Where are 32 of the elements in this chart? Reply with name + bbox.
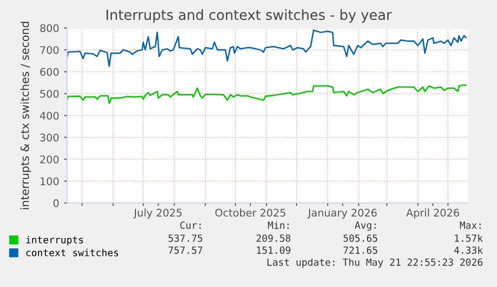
text: 721.65 <box>344 246 378 254</box>
text: 1.57k <box>454 234 483 242</box>
y-axis-title: interrupts & ctx switches / second <box>20 22 32 210</box>
x-tick-label: July 2025 <box>133 208 182 219</box>
text: 757.57 <box>168 246 202 254</box>
text: Avg: <box>354 222 376 231</box>
y-tick-label: 300 <box>40 134 59 142</box>
y-tick-label: 600 <box>40 68 59 76</box>
text: 209.58 <box>256 234 290 242</box>
text: Min: <box>268 221 289 229</box>
y-tick-label: 500 <box>40 90 59 98</box>
line-series <box>67 29 467 67</box>
y-tick-label: 100 <box>40 177 59 186</box>
x-tick-label: January 2026 <box>307 208 377 219</box>
y-tick-label: 200 <box>40 155 59 164</box>
y-tick-label: 700 <box>40 46 59 54</box>
text: Last update: Thu May 21 22:55:23 2026 <box>267 258 482 268</box>
text: 4.33k <box>454 246 483 254</box>
legend-label: interrupts <box>26 236 83 246</box>
chart-title: Interrupts and context switches - by year <box>106 9 392 23</box>
text: 537.75 <box>168 234 202 242</box>
x-tick-label: October 2025 <box>215 208 286 217</box>
y-tick-label: 800 <box>40 24 59 32</box>
line-series <box>67 84 467 104</box>
text: Cur: <box>180 221 201 229</box>
x-tick-label: April 2026 <box>406 208 460 219</box>
text: Max: <box>460 222 481 229</box>
legend-label: context switches <box>26 248 118 256</box>
y-tick-label: 0 <box>53 199 59 208</box>
y-tick-label: 400 <box>40 112 59 120</box>
text: 151.09 <box>257 246 290 254</box>
text: 505.65 <box>344 234 378 242</box>
